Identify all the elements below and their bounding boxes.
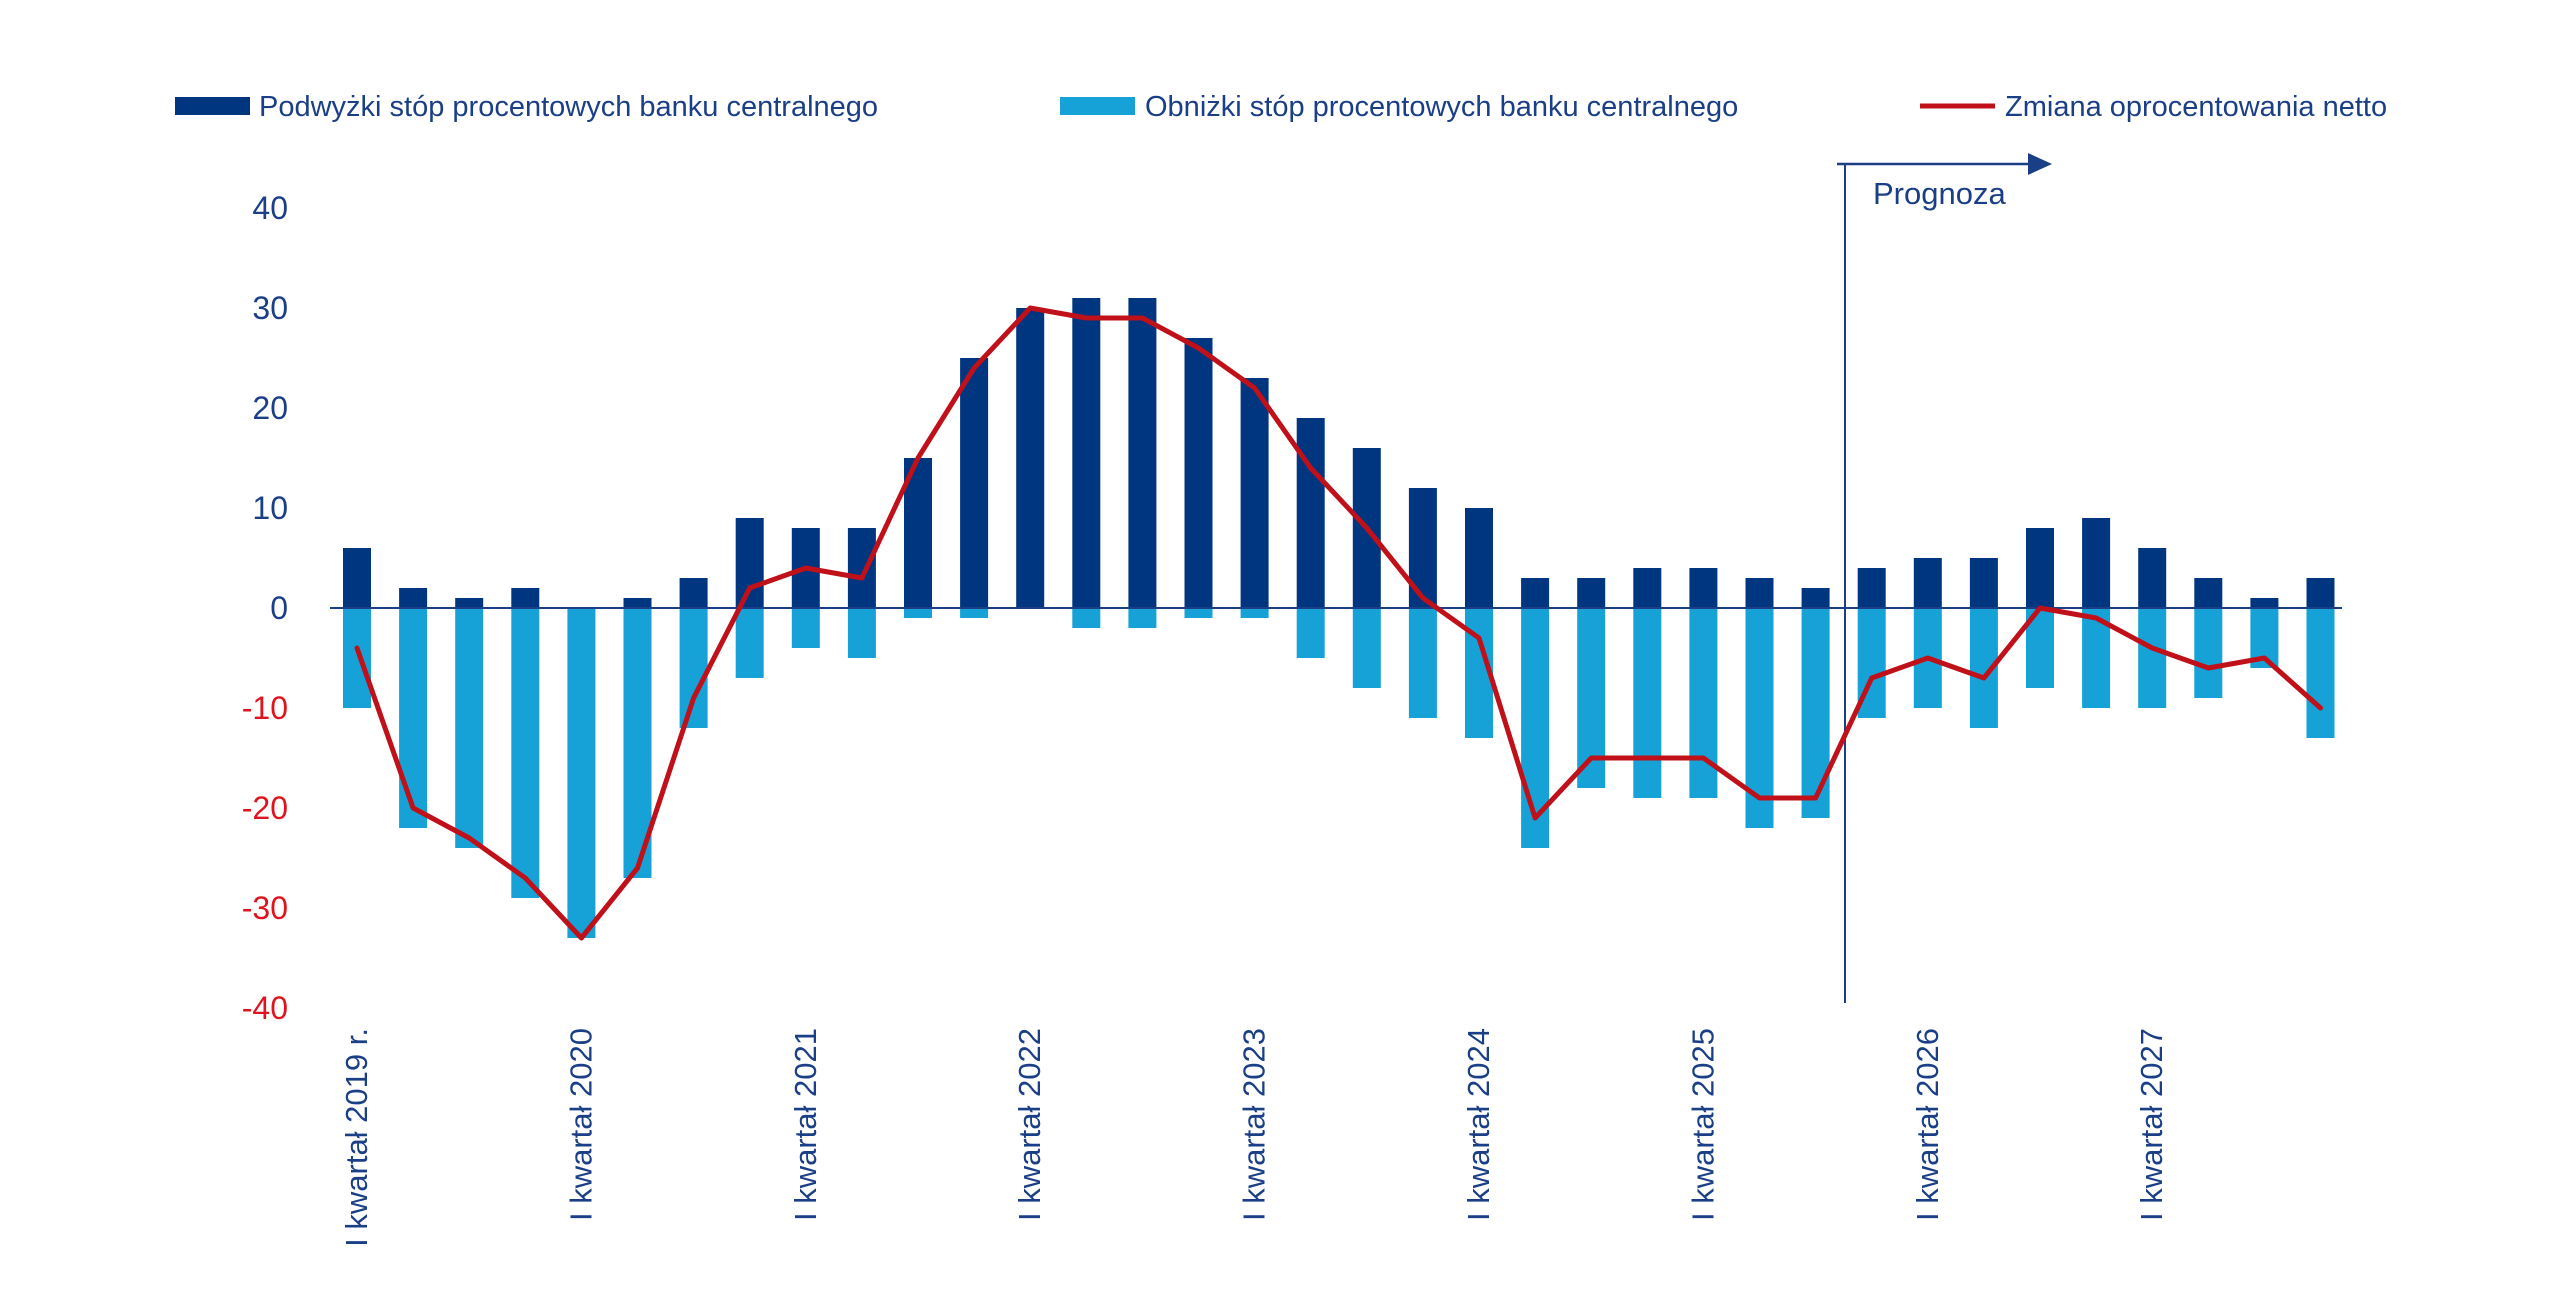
bar-raise: [2082, 518, 2111, 608]
bar-raise: [1857, 568, 1886, 608]
x-tick-label: I kwartał 2020: [563, 1028, 598, 1221]
bar-cut: [1633, 608, 1662, 798]
bar-raise: [960, 358, 989, 608]
y-tick-label: -20: [242, 790, 288, 826]
legend-swatch-cuts: [1060, 97, 1135, 115]
bar-raise: [2138, 548, 2167, 608]
bar-cut: [567, 608, 596, 938]
bar-raise: [1913, 558, 1942, 608]
bar-cut: [904, 608, 932, 618]
x-tick-label: I kwartał 2022: [1012, 1028, 1047, 1221]
bar-raise: [1016, 308, 1045, 608]
net-change-line-group: [354, 305, 2323, 941]
bar-cut: [343, 608, 371, 708]
y-axis-ticks: 40 30 20 10 0 -10 -20 -30 -40: [242, 190, 288, 1026]
bar-raise: [2194, 578, 2223, 608]
bar-raise: [1521, 578, 1550, 608]
bar-raise: [1633, 568, 1662, 608]
bar-raise: [1745, 578, 1774, 608]
bar-raise: [1969, 558, 1998, 608]
bar-cut: [1689, 608, 1718, 798]
bar-cut: [2138, 608, 2167, 708]
bar-cut: [679, 608, 708, 728]
bar-raise: [399, 588, 428, 608]
x-tick-label: I kwartał 2024: [1461, 1028, 1496, 1221]
x-tick-label: I kwartał 2023: [1237, 1028, 1272, 1221]
bar-raise: [1296, 418, 1325, 608]
legend-label-cuts: Obniżki stóp procentowych banku centraln…: [1145, 91, 1738, 123]
y-tick-label: 10: [252, 490, 288, 526]
x-tick-label: I kwartał 2025: [1685, 1028, 1720, 1221]
y-tick-label: 40: [252, 190, 288, 226]
bar-raise: [1689, 568, 1718, 608]
x-axis-ticks: I kwartał 2019 r. I kwartał 2020 I kwartał…: [339, 1028, 2169, 1247]
bar-cut: [1408, 608, 1437, 718]
bar-raise: [1801, 588, 1830, 608]
x-tick-label: I kwartał 2019 r.: [339, 1028, 374, 1247]
y-tick-label: 0: [270, 590, 288, 626]
bar-cut: [2194, 608, 2223, 698]
bar-cut: [1801, 608, 1830, 818]
bar-cut: [455, 608, 484, 848]
forecast-label: Prognoza: [1873, 176, 2006, 211]
bar-cut: [1072, 608, 1101, 628]
bar-cut: [735, 608, 764, 678]
x-tick-label: I kwartał 2027: [2134, 1028, 2169, 1221]
x-tick-label: I kwartał 2021: [788, 1028, 823, 1221]
bar-raise: [623, 598, 652, 608]
bar-cut: [1296, 608, 1325, 658]
bar-cut: [1240, 608, 1269, 618]
y-tick-label: 20: [252, 390, 288, 426]
bars: [343, 298, 2335, 938]
legend: Podwyżki stóp procentowych banku central…: [175, 91, 2387, 123]
bar-cut: [1184, 608, 1213, 618]
bar-cut: [511, 608, 540, 898]
bar-raise: [847, 528, 876, 608]
bar-raise: [679, 578, 708, 608]
bar-cut: [399, 608, 428, 828]
legend-label-raises: Podwyżki stóp procentowych banku central…: [259, 91, 878, 123]
bar-cut: [1352, 608, 1381, 688]
bar-raise: [2306, 578, 2335, 608]
bar-raise: [1465, 508, 1493, 608]
bar-raise: [1408, 488, 1437, 608]
bar-raise: [343, 548, 371, 608]
forecast-arrow-head: [2028, 153, 2052, 175]
bar-cut: [847, 608, 876, 658]
bar-raise: [2250, 598, 2279, 608]
bar-cut: [960, 608, 989, 618]
bar-raise: [735, 518, 764, 608]
bar-raise: [1072, 298, 1101, 608]
y-tick-label: -30: [242, 890, 288, 926]
bar-raise: [511, 588, 540, 608]
y-tick-label: 30: [252, 290, 288, 326]
net-change-line: [354, 305, 2323, 941]
bar-raise: [1240, 378, 1269, 608]
bar-cut: [2306, 608, 2335, 738]
bar-cut: [1128, 608, 1157, 628]
bar-cut: [791, 608, 820, 648]
y-tick-label: -40: [242, 990, 288, 1026]
forecast-annotation: Prognoza: [1837, 153, 2052, 1003]
x-tick-label: I kwartał 2026: [1910, 1028, 1945, 1221]
legend-label-net: Zmiana oprocentowania netto: [2005, 91, 2387, 123]
y-tick-label: -10: [242, 690, 288, 726]
bar-raise: [1184, 338, 1213, 608]
bar-raise: [1577, 578, 1606, 608]
bar-raise: [455, 598, 484, 608]
bar-raise: [2026, 528, 2054, 608]
bar-raise: [1128, 298, 1157, 608]
legend-swatch-raises: [175, 97, 250, 115]
